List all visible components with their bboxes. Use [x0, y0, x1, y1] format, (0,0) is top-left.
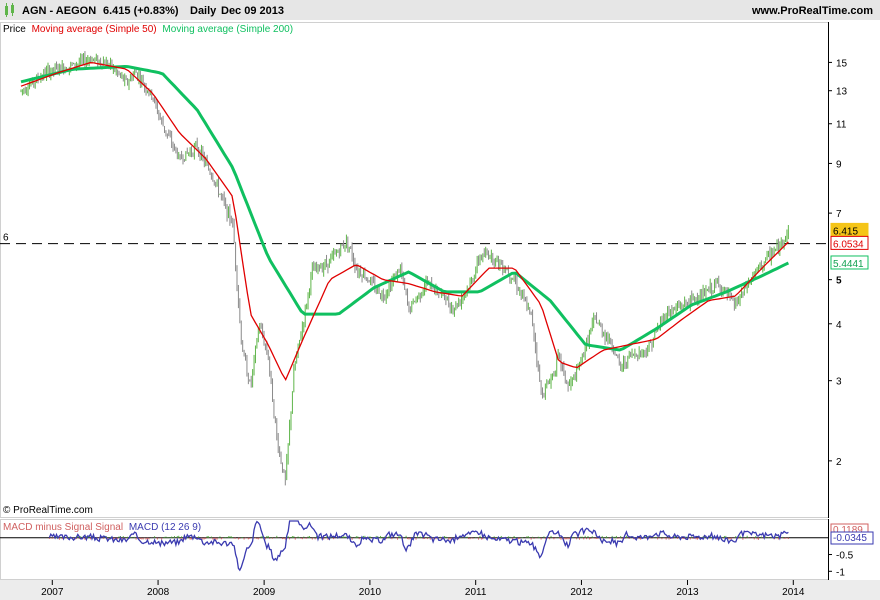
- watermark: © ProRealTime.com: [3, 505, 93, 516]
- x-axis: 2007 2008 2009 2010 2011 2012 2013 2014: [41, 580, 805, 598]
- symbol-label: AGN - AEGON: [22, 5, 96, 17]
- header-bar: [0, 0, 880, 20]
- x-tick-label: 2011: [465, 587, 487, 598]
- x-tick-label: 2013: [676, 587, 699, 598]
- macd-series: [0, 520, 828, 572]
- reference-line: 6: [0, 233, 828, 245]
- price-candles: [20, 51, 789, 486]
- site-label[interactable]: www.ProRealTime.com: [751, 5, 873, 17]
- ma50-line: [20, 62, 789, 381]
- y-tick-label: 2: [836, 457, 842, 468]
- legend-ma200: Moving average (Simple 200): [162, 24, 293, 35]
- y-tick-label: 11: [836, 120, 847, 131]
- y-tick-label: 13: [836, 87, 848, 98]
- ma200-line: [20, 64, 790, 352]
- y-tick-label: 7: [836, 209, 842, 220]
- y-tick-label: 5: [836, 276, 842, 287]
- legend: Price Moving average (Simple 50) Moving …: [3, 24, 293, 35]
- y-tick-label: 9: [836, 159, 842, 170]
- main-panel: [0, 22, 829, 518]
- x-axis-bar: [0, 580, 880, 600]
- macd-y-axis: -0.5 -1 0.1189-0.0345: [828, 519, 874, 580]
- macd-y-tick-label: -0.5: [836, 551, 854, 562]
- x-tick-label: 2009: [253, 587, 276, 598]
- reference-line-label: 6: [3, 233, 9, 244]
- y-axis: 15 13 11 9 7 5 4 3 2: [828, 22, 848, 518]
- legend-price: Price: [3, 24, 26, 35]
- ma200-line-group: [20, 64, 790, 352]
- date-label: Dec 09 2013: [221, 5, 284, 17]
- legend-ma50: Moving average (Simple 50): [32, 24, 157, 35]
- ma200-badge-box: [830, 255, 869, 270]
- ma50-line-group: [20, 62, 789, 381]
- macd-badge-text: 0.1189: [833, 525, 863, 536]
- macd-legend-macd: MACD (12 26 9): [129, 522, 201, 533]
- ma200-badge-text: 5.4441: [833, 259, 864, 270]
- y-tick-label: 15: [836, 58, 848, 69]
- y-tick-label: 3: [836, 377, 842, 388]
- x-tick-label: 2008: [147, 587, 170, 598]
- macd-y-tick-label: -1: [836, 567, 845, 578]
- macd-legend-hist: MACD minus Signal Signal: [3, 522, 123, 533]
- ma50-badge-box: [830, 235, 869, 250]
- price-change-label: 6.415 (+0.83%): [103, 5, 179, 17]
- x-tick-label: 2012: [570, 587, 593, 598]
- price-badge-text: 6.415: [833, 226, 858, 237]
- x-tick-label: 2007: [41, 587, 64, 598]
- x-tick-label: 2014: [782, 587, 805, 598]
- macd-legend: MACD minus Signal Signal MACD (12 26 9): [3, 522, 201, 533]
- x-tick-label: 2010: [359, 587, 382, 598]
- ma50-badge-text: 6.0534: [833, 239, 864, 250]
- candle-icon: [5, 3, 14, 17]
- macd-hist-badge-text: -0.0345: [833, 533, 867, 544]
- value-badges: 6.415 6.0534 5.4441: [830, 222, 869, 270]
- macd-hist-badge-box: [830, 531, 874, 545]
- period-label: Daily: [190, 5, 217, 17]
- macd-line: [48, 520, 789, 572]
- y-tick-label: 4: [836, 320, 842, 331]
